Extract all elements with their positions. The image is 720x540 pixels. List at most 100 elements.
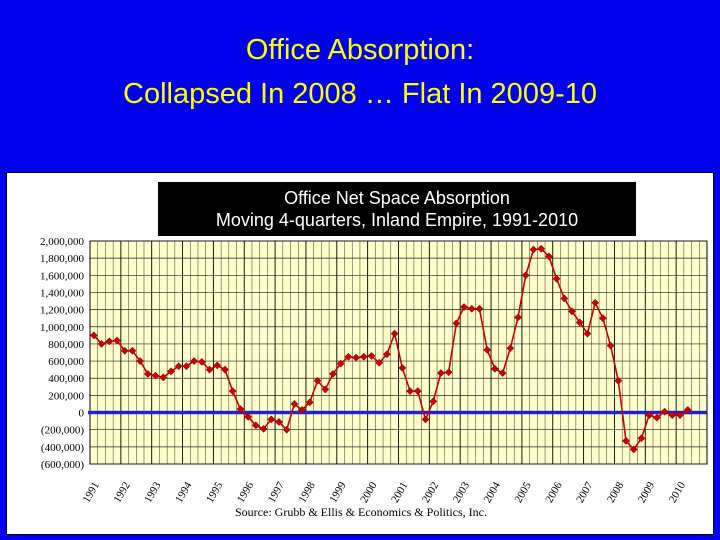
x-tick-label: 1994 <box>173 480 195 505</box>
data-point <box>105 337 114 346</box>
x-tick-label: 2005 <box>512 480 534 505</box>
data-point <box>305 398 314 407</box>
x-tick-label: 2009 <box>636 480 658 505</box>
data-point <box>652 413 661 422</box>
data-point <box>560 294 569 303</box>
data-point <box>398 363 407 372</box>
data-point <box>267 415 276 424</box>
data-point <box>452 319 461 328</box>
data-point <box>113 336 121 345</box>
data-point <box>460 303 469 311</box>
x-tick-label: 1992 <box>111 480 132 505</box>
y-tick-label: 1,000,000 <box>40 322 85 334</box>
data-point <box>514 313 522 322</box>
data-point <box>614 376 623 385</box>
data-point <box>475 304 484 313</box>
y-tick-label: 0 <box>79 408 85 420</box>
data-point <box>298 406 307 414</box>
data-point <box>606 341 615 350</box>
y-tick-label: (200,000) <box>41 425 84 437</box>
data-point <box>367 351 376 360</box>
data-point <box>328 369 337 378</box>
data-point <box>676 411 684 420</box>
data-point <box>668 411 677 420</box>
data-point <box>244 412 253 421</box>
data-point <box>598 314 607 323</box>
data-point <box>390 329 399 338</box>
x-tick-label: 2007 <box>574 480 596 505</box>
data-point <box>467 304 476 313</box>
data-point <box>313 376 322 385</box>
data-point <box>205 365 214 374</box>
data-point <box>136 357 145 366</box>
data-point <box>236 405 245 414</box>
x-tick-label: 1997 <box>266 480 288 505</box>
chart-title-box: Office Net Space Absorption Moving 4-qua… <box>158 182 636 236</box>
y-tick-label: 800,000 <box>48 339 84 351</box>
x-tick-label: 2008 <box>605 480 627 505</box>
y-tick-label: 400,000 <box>48 373 84 385</box>
data-point <box>120 346 129 355</box>
data-point <box>167 367 175 376</box>
data-point <box>359 352 368 361</box>
slide-title-line-1: Office Absorption: <box>245 34 475 66</box>
data-point <box>151 371 160 380</box>
x-tick-label: 2002 <box>420 480 441 505</box>
data-point <box>552 274 561 283</box>
data-point <box>506 344 515 353</box>
x-tick-label: 2006 <box>543 480 565 505</box>
series-markers <box>89 244 692 454</box>
data-point <box>190 357 199 366</box>
data-point <box>591 298 600 307</box>
y-tick-labels: 2,000,000 1,800,000 1,600,000 1,400,000 1,20… <box>40 236 85 471</box>
data-point <box>521 271 530 280</box>
y-tick-label: 2,000,000 <box>40 236 85 248</box>
data-point <box>483 345 492 354</box>
chart-title: Office Net Space Absorption <box>284 188 510 208</box>
data-point <box>406 387 415 396</box>
data-point <box>537 244 546 253</box>
slide-title: Office Absorption: Collapsed In 2008 … F… <box>0 28 720 116</box>
data-point <box>221 365 229 374</box>
data-point <box>490 364 499 373</box>
x-tick-label: 1998 <box>297 480 319 505</box>
x-tick-label: 1999 <box>327 480 349 505</box>
x-tick-label: 1995 <box>204 480 226 505</box>
x-tick-label: 1996 <box>235 480 257 505</box>
data-point <box>213 361 222 370</box>
data-point <box>282 425 291 434</box>
y-tick-label: (600,000) <box>41 459 84 471</box>
data-point <box>336 359 345 368</box>
data-point <box>622 436 630 445</box>
y-tick-label: 1,600,000 <box>40 270 85 282</box>
data-point <box>197 357 206 366</box>
data-point <box>444 368 453 377</box>
data-point <box>143 369 152 378</box>
data-point <box>182 362 191 371</box>
x-tick-label: 2003 <box>451 480 473 505</box>
data-point <box>429 397 438 406</box>
data-point <box>97 339 106 348</box>
y-tick-label: 1,200,000 <box>40 305 85 317</box>
y-tick-label: 200,000 <box>48 390 84 402</box>
data-point <box>251 421 260 430</box>
data-point <box>290 400 299 408</box>
data-point <box>568 307 576 316</box>
data-point <box>498 369 507 378</box>
slide-title-line-2: Collapsed In 2008 … Flat In 2009-10 <box>123 78 597 110</box>
chart-subtitle: Moving 4-quarters, Inland Empire, 1991-2… <box>215 210 579 230</box>
data-point <box>421 415 430 424</box>
data-point <box>174 362 183 371</box>
x-tick-label: 2010 <box>667 480 689 505</box>
data-point <box>660 407 669 416</box>
data-point <box>637 434 646 443</box>
data-point <box>375 358 384 367</box>
y-tick-label: (400,000) <box>41 442 84 454</box>
x-tick-label: 2000 <box>358 480 380 505</box>
data-point <box>413 387 422 396</box>
data-point <box>259 424 268 433</box>
data-point <box>321 385 330 394</box>
data-point <box>629 445 638 454</box>
chart-source: Source: Grubb & Ellis & Economics & Poli… <box>235 505 487 519</box>
y-tick-label: 1,400,000 <box>40 287 85 299</box>
